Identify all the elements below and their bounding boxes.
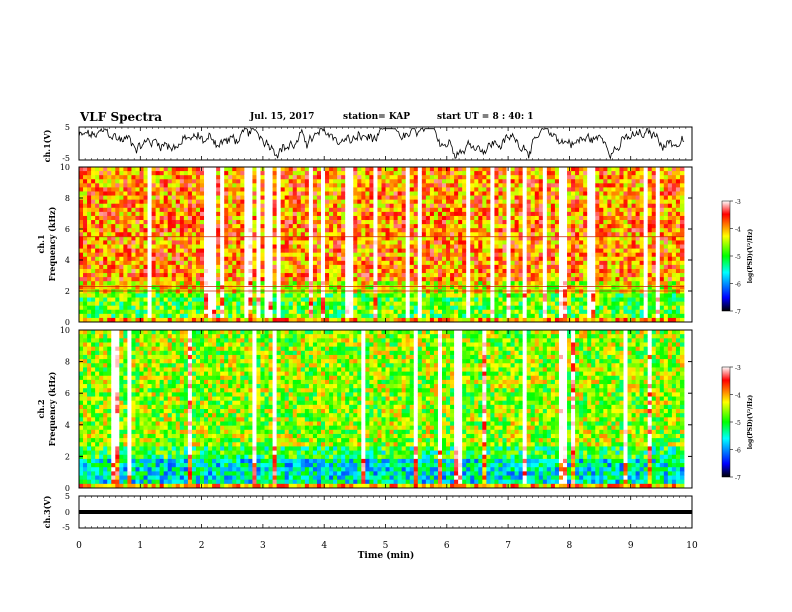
ch1-ylabel: ch.1(V): [42, 129, 52, 162]
x-tick-8: 8: [567, 541, 573, 551]
x-tick-5: 5: [383, 541, 389, 551]
ch1-ytick-top: 5: [65, 123, 70, 132]
x-tick-0: 0: [76, 541, 82, 551]
ch1-colorbar: -3 -4 -5 -6 -7 log(PSD)(V²/Hz): [721, 199, 754, 316]
station-label: station= KAP: [343, 112, 411, 122]
ch1-spectrogram-panel: 0 2 4 6 8 10 ch.1 Frequency (kHz): [36, 163, 693, 327]
colorbar1-tick--3: -3: [735, 199, 741, 206]
colorbar2-tick--5: -5: [735, 420, 741, 427]
ch1-waveform-line: [78, 127, 685, 160]
ch1-ytick-bottom: -5: [62, 154, 70, 163]
ch2-spec-ytick-0: 0: [65, 484, 70, 493]
x-tick-4: 4: [321, 541, 327, 551]
ch2-spec-ytick-4: 4: [65, 421, 70, 430]
ch2-spec-ylabel: Frequency (kHz): [47, 371, 57, 446]
ch1-spec-ytick-6: 6: [65, 225, 70, 234]
colorbar2-tick--3: -3: [735, 365, 741, 372]
colorbar1-tick--6: -6: [735, 282, 741, 289]
x-tick-9: 9: [628, 541, 634, 551]
colorbar1-tick--7: -7: [735, 309, 741, 316]
ch1-spec-ytick-10: 10: [60, 163, 70, 172]
x-tick-1: 1: [137, 541, 143, 551]
colorbar2-tick--4: -4: [735, 393, 741, 400]
ch3-ytick-bottom: -5: [62, 523, 70, 532]
ch1-spec-ytick-8: 8: [65, 194, 70, 203]
ch1-spec-ytick-2: 2: [65, 287, 70, 296]
ch2-colorbar: -3 -4 -5 -6 -7 log(PSD)(V²/Hz): [721, 365, 754, 482]
x-tick-6: 6: [444, 541, 450, 551]
ch2-spec-ytick-10: 10: [60, 326, 70, 335]
colorbar1-tick--4: -4: [735, 227, 741, 234]
x-tick-7: 7: [505, 541, 511, 551]
colorbar2-tick--6: -6: [735, 448, 741, 455]
ch1-spec-ylabel: Frequency (kHz): [47, 206, 57, 281]
ch3-ytick-mid: 0: [65, 508, 70, 517]
x-tick-3: 3: [260, 541, 266, 551]
ch1-spec-ytick-4: 4: [65, 256, 70, 265]
ch1-spec-ylabel-channel: ch.1: [36, 234, 46, 253]
ch3-ylabel: ch.3(V): [42, 495, 52, 528]
ch2-spec-ylabel-channel: ch.2: [36, 399, 46, 418]
colorbar1-tick--5: -5: [735, 254, 741, 261]
x-tick-2: 2: [199, 541, 205, 551]
ch3-ytick-top: 5: [65, 492, 70, 501]
colorbar1-label: log(PSD)(V²/Hz): [747, 229, 754, 284]
ch1-waveform-panel: 5 -5 ch.1(V): [42, 123, 693, 163]
ch3-waveform-panel: 5 0 -5 ch.3(V): [42, 492, 693, 532]
start-time-label: start UT = 8 : 40: 1: [437, 112, 534, 122]
ch2-spec-ytick-6: 6: [65, 389, 70, 398]
ch2-spec-ytick-2: 2: [65, 452, 70, 461]
colorbar2-tick--7: -7: [735, 475, 741, 482]
x-axis-label: Time (min): [358, 550, 415, 561]
ch1-spec-ytick-0: 0: [65, 318, 70, 327]
colorbar2-label: log(PSD)(V²/Hz): [747, 395, 754, 450]
date-label: Jul. 15, 2017: [250, 112, 315, 122]
time-axis: 0 1 2 3 4 5 6 7 8 9 10: [76, 127, 698, 551]
figure-title: VLF Spectra: [80, 110, 163, 124]
ch2-spectrogram-panel: 0 2 4 6 8 10 ch.2 Frequency (kHz): [36, 326, 693, 493]
x-tick-10: 10: [686, 541, 698, 551]
ch2-spec-ytick-8: 8: [65, 358, 70, 367]
